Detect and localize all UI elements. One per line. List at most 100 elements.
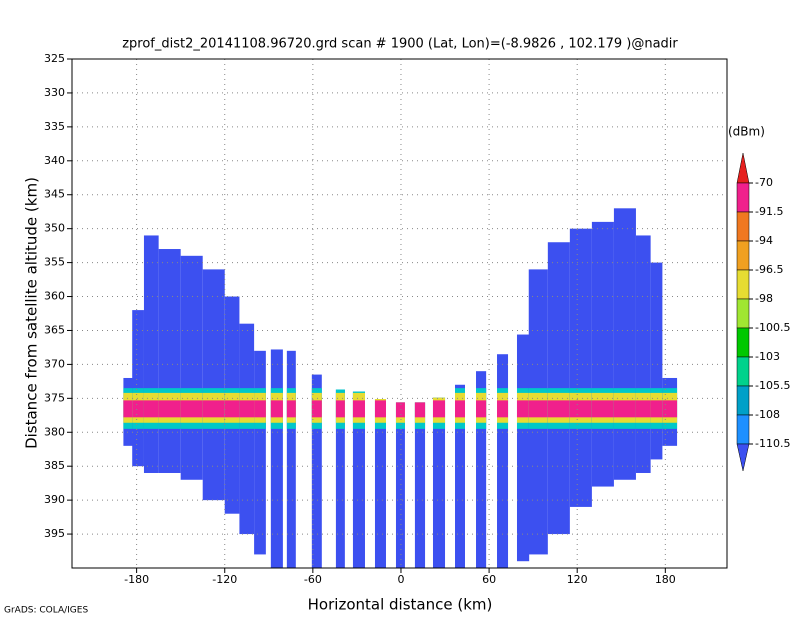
swath-column bbox=[650, 262, 663, 460]
colorbar-label: -105.5 bbox=[755, 379, 790, 392]
surface-layer bbox=[202, 400, 225, 418]
swath-column bbox=[395, 402, 405, 568]
surface-layer bbox=[516, 400, 530, 418]
surface-layer bbox=[270, 400, 283, 418]
colorbar-cap bbox=[736, 443, 750, 472]
surface-layer bbox=[254, 400, 266, 418]
colorbar-segment bbox=[736, 269, 750, 300]
y-tick-label: 350 bbox=[44, 222, 65, 235]
colorbar-label: -98 bbox=[755, 292, 773, 305]
chart-title: zprof_dist2_20141108.96720.grd scan # 19… bbox=[122, 37, 678, 52]
colorbar-cap bbox=[736, 152, 750, 184]
colorbar-segment bbox=[736, 211, 750, 242]
x-tick-label: -180 bbox=[124, 573, 149, 586]
x-tick-label: -60 bbox=[304, 573, 322, 586]
colorbar-label: -70 bbox=[755, 176, 773, 189]
surface-layer bbox=[476, 400, 487, 418]
y-tick-label: 345 bbox=[44, 188, 65, 201]
swath-column bbox=[286, 350, 296, 568]
swath-column bbox=[254, 350, 266, 555]
surface-layer bbox=[352, 400, 365, 418]
x-axis-label: Horizontal distance (km) bbox=[308, 596, 493, 614]
swath-column bbox=[352, 391, 365, 568]
swath-column bbox=[202, 269, 225, 501]
plot-frame bbox=[71, 58, 728, 569]
surface-layer bbox=[662, 400, 678, 418]
surface-layer bbox=[569, 400, 592, 418]
colorbar-segment bbox=[736, 356, 750, 387]
surface-layer bbox=[158, 400, 181, 418]
surface-layer bbox=[143, 400, 159, 418]
y-tick-label: 330 bbox=[44, 86, 65, 99]
credit: GrADS: COLA/IGES bbox=[4, 606, 88, 616]
surface-layer bbox=[132, 400, 144, 418]
x-tick-label: -120 bbox=[212, 573, 237, 586]
surface-layer bbox=[432, 400, 446, 418]
colorbar-segment bbox=[736, 327, 750, 358]
surface-layer bbox=[311, 400, 322, 418]
colorbar-label: -100.5 bbox=[755, 321, 790, 334]
surface-layer bbox=[497, 400, 509, 418]
swath-column bbox=[414, 402, 426, 568]
y-tick-label: 380 bbox=[44, 425, 65, 438]
surface-layer bbox=[239, 400, 255, 418]
swath-column bbox=[497, 354, 509, 568]
colorbar-label: -96.5 bbox=[755, 263, 783, 276]
surface-layer bbox=[635, 400, 651, 418]
colorbar-label: -103 bbox=[755, 350, 780, 363]
swath-column bbox=[270, 349, 283, 568]
y-tick-label: 360 bbox=[44, 290, 65, 303]
swath-column bbox=[476, 371, 487, 568]
swath-column bbox=[432, 397, 446, 568]
swath-column bbox=[569, 228, 592, 507]
y-tick-label: 370 bbox=[44, 357, 65, 370]
surface-layer bbox=[650, 400, 663, 418]
surface-layer bbox=[180, 400, 203, 418]
x-tick-label: 180 bbox=[655, 573, 676, 586]
colorbar-label: -108 bbox=[755, 408, 780, 421]
swath-column bbox=[613, 208, 636, 480]
colorbar-label: -94 bbox=[755, 234, 773, 247]
y-tick-label: 355 bbox=[44, 256, 65, 269]
surface-layer bbox=[528, 400, 548, 418]
y-tick-label: 365 bbox=[44, 323, 65, 336]
y-tick-label: 375 bbox=[44, 391, 65, 404]
swath-column bbox=[180, 255, 203, 480]
swath-column bbox=[591, 221, 614, 487]
colorbar-unit: (dBm) bbox=[728, 125, 765, 139]
swath-column bbox=[455, 384, 465, 568]
colorbar-segment bbox=[736, 298, 750, 329]
surface-layer bbox=[374, 400, 386, 418]
surface-layer bbox=[547, 400, 570, 418]
surface-layer bbox=[224, 400, 240, 418]
swath-column bbox=[516, 334, 530, 562]
x-tick-label: 0 bbox=[397, 573, 404, 586]
y-tick-label: 385 bbox=[44, 459, 65, 472]
surface-layer bbox=[591, 400, 614, 418]
surface-layer bbox=[286, 400, 296, 418]
surface-layer bbox=[613, 400, 636, 418]
swath-column bbox=[374, 399, 386, 568]
y-tick-label: 340 bbox=[44, 154, 65, 167]
swath-column bbox=[335, 389, 345, 568]
colorbar-segment bbox=[736, 240, 750, 271]
surface-layer bbox=[414, 402, 426, 418]
swath-column bbox=[311, 374, 322, 568]
colorbar-segment bbox=[736, 414, 750, 445]
colorbar-segment bbox=[736, 385, 750, 416]
y-tick-label: 325 bbox=[44, 52, 65, 65]
y-axis-label: Distance from satellite altitude (km) bbox=[23, 177, 41, 449]
x-tick-label: 120 bbox=[567, 573, 588, 586]
swath-column bbox=[143, 235, 159, 473]
y-tick-label: 335 bbox=[44, 120, 65, 133]
colorbar-label: -91.5 bbox=[755, 205, 783, 218]
swath-column bbox=[158, 249, 181, 473]
y-tick-label: 390 bbox=[44, 493, 65, 506]
x-tick-label: 60 bbox=[482, 573, 496, 586]
surface-layer bbox=[335, 400, 345, 418]
y-tick-label: 395 bbox=[44, 527, 65, 540]
colorbar-segment bbox=[736, 182, 750, 213]
surface-layer bbox=[395, 402, 405, 418]
colorbar-label: -110.5 bbox=[755, 437, 790, 450]
